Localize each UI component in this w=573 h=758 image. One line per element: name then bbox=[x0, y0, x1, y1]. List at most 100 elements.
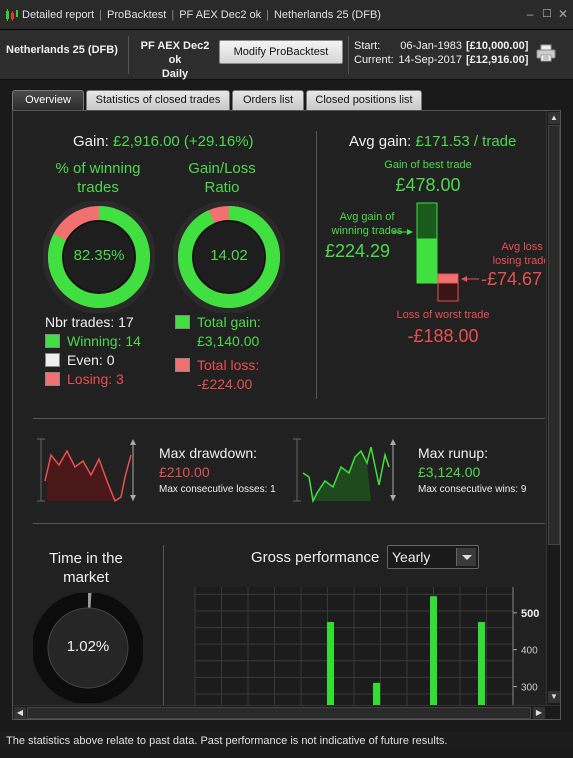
title-separator: | bbox=[266, 9, 269, 21]
avg-gain-value: £171.53 / trade bbox=[415, 133, 517, 150]
avg-gain-winning-label-line: Avg gain of bbox=[339, 211, 395, 223]
period-select-value: Yearly bbox=[392, 549, 431, 565]
losing-swatch bbox=[45, 372, 60, 386]
scroll-down-icon[interactable]: ▼ bbox=[548, 691, 560, 703]
start-date: 06-Jan-1983 bbox=[400, 40, 462, 52]
avg-gain-label: Avg gain: bbox=[349, 133, 412, 150]
divider bbox=[33, 523, 545, 524]
even-count: Even: 0 bbox=[67, 352, 115, 368]
total-gain-value: £3,140.00 bbox=[197, 333, 260, 349]
avg-loss-losing-label-line: Avg loss of bbox=[501, 241, 545, 253]
horizontal-scroll-thumb[interactable] bbox=[27, 707, 531, 719]
title-part: Detailed report bbox=[22, 9, 95, 21]
worst-trade-value: -£188.00 bbox=[407, 326, 479, 346]
total-loss-label: Total loss: bbox=[197, 357, 260, 373]
avg-gain-winning-value: £224.29 bbox=[325, 241, 391, 261]
gain-loss-ratio-value: 14.02 bbox=[210, 247, 248, 264]
even-swatch bbox=[45, 353, 60, 367]
drawdown-line bbox=[44, 449, 132, 503]
vertical-scrollbar[interactable]: ▲ ▼ bbox=[546, 111, 560, 705]
avg-gain-row: Avg gain: £171.53 / trade bbox=[349, 133, 516, 150]
title-part: Netherlands 25 (DFB) bbox=[273, 9, 381, 21]
gross-performance-label: Gross performance bbox=[251, 549, 380, 566]
vertical-scroll-thumb[interactable] bbox=[548, 125, 560, 545]
title-part: ProBacktest bbox=[107, 9, 167, 21]
tab-orders-list[interactable]: Orders list bbox=[232, 90, 304, 110]
modify-probacktest-button[interactable]: Modify ProBacktest bbox=[219, 40, 343, 64]
drawdown-chart bbox=[37, 438, 136, 503]
printer-icon[interactable] bbox=[536, 44, 556, 62]
title-part: PF AEX Dec2 ok bbox=[179, 9, 262, 21]
drawdown-area bbox=[47, 451, 115, 501]
divider bbox=[348, 36, 349, 74]
chart-bar bbox=[478, 622, 485, 705]
gain-loss-ratio-title-line: Gain/Loss bbox=[188, 160, 256, 177]
chart-y-tick-label: 300 bbox=[521, 683, 538, 694]
candlestick-icon bbox=[6, 9, 18, 21]
winning-swatch bbox=[45, 334, 60, 348]
tab-statistics-closed-trades[interactable]: Statistics of closed trades bbox=[86, 90, 230, 110]
title-separator: | bbox=[171, 9, 175, 21]
title-separator: | bbox=[99, 9, 103, 21]
time-in-market-title-line: Time in the bbox=[49, 550, 123, 567]
chevron-down-icon[interactable] bbox=[456, 548, 476, 566]
scroll-right-icon[interactable]: ▶ bbox=[533, 707, 545, 719]
gain-label: Gain: bbox=[73, 133, 109, 150]
gain-loss-ratio-title: Gain/Loss Ratio bbox=[167, 159, 277, 197]
chart-bar bbox=[327, 622, 334, 705]
time-in-market-donut bbox=[33, 593, 143, 703]
minimize-icon[interactable]: – bbox=[526, 7, 534, 21]
avg-trade-bars bbox=[393, 202, 459, 302]
overview-content: Gain: £2,916.00 (+29.16%) % of winning t… bbox=[13, 111, 545, 705]
period-select[interactable]: Yearly bbox=[387, 545, 479, 569]
best-trade-label: Gain of best trade bbox=[384, 159, 472, 171]
time-in-market-title-line: market bbox=[63, 569, 109, 586]
runup-line bbox=[302, 446, 390, 503]
avg-loss-losing-label: Avg loss of losing trades bbox=[465, 240, 545, 268]
close-icon[interactable]: ✕ bbox=[557, 7, 569, 21]
backtest-name: PF AEX Dec2 ok bbox=[140, 40, 210, 66]
maximize-icon[interactable]: ☐ bbox=[542, 8, 552, 20]
chart-bar bbox=[373, 682, 380, 705]
start-label: Start: bbox=[354, 40, 381, 52]
max-runup-label: Max runup: bbox=[418, 445, 489, 461]
avg-gain-winning-label: Avg gain of winning trades bbox=[319, 210, 415, 238]
avg-gain-winning-label-line: winning trades bbox=[331, 225, 403, 237]
losing-count: Losing: 3 bbox=[67, 371, 124, 387]
max-drawdown-value: £210.00 bbox=[159, 464, 210, 480]
total-loss-value: -£224.00 bbox=[197, 376, 253, 392]
runup-area bbox=[313, 451, 371, 501]
avg-gain-bar bbox=[416, 238, 438, 284]
winning-arc bbox=[48, 206, 150, 308]
divider bbox=[316, 131, 317, 399]
pct-winning-title: % of winning trades bbox=[37, 159, 159, 197]
gain-loss-ratio-donut bbox=[173, 201, 285, 313]
max-drawdown-label: Max drawdown: bbox=[159, 445, 258, 461]
horizontal-scrollbar[interactable]: ◀ ▶ bbox=[13, 705, 560, 719]
tab-closed-positions-list[interactable]: Closed positions list bbox=[306, 90, 422, 110]
time-in-market-title: Time in the market bbox=[33, 549, 139, 587]
gain-loss-ratio-title-line: Ratio bbox=[204, 179, 240, 196]
max-consecutive-losses: Max consecutive losses: 1 bbox=[159, 484, 276, 495]
divider bbox=[33, 418, 545, 419]
tab-overview[interactable]: Overview bbox=[12, 90, 84, 111]
pct-winning-donut bbox=[43, 201, 155, 313]
pct-winning-title-line: trades bbox=[77, 179, 119, 196]
chart-bar bbox=[430, 596, 437, 705]
chart-y-tick-label: 400 bbox=[521, 646, 538, 657]
runup-chart bbox=[293, 438, 396, 503]
pct-winning-title-line: % of winning bbox=[55, 160, 141, 177]
current-label: Current: bbox=[354, 54, 394, 66]
window-titlebar: Detailed report | ProBacktest | PF AEX Dec2 … bbox=[0, 0, 573, 30]
chart-y-tick-label: 500 bbox=[521, 608, 539, 620]
gain-row: Gain: £2,916.00 (+29.16%) bbox=[73, 133, 254, 150]
scroll-left-icon[interactable]: ◀ bbox=[14, 707, 26, 719]
divider bbox=[163, 545, 164, 705]
time-in-market-arc bbox=[33, 593, 143, 703]
avg-loss-losing-value: -£74.67 bbox=[481, 269, 543, 289]
start-value: [£10,000.00] bbox=[466, 40, 529, 52]
total-gain-label: Total gain: bbox=[197, 314, 261, 330]
backtest-period: Daily bbox=[161, 68, 189, 80]
winning-count: Winning: 14 bbox=[67, 333, 141, 349]
scroll-up-icon[interactable]: ▲ bbox=[548, 112, 560, 124]
